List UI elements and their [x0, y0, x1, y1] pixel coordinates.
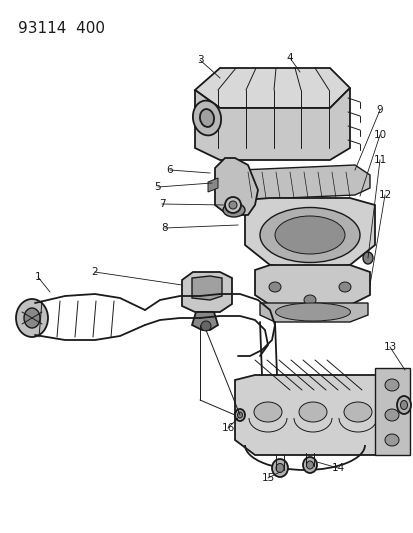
Text: 15: 15 [261, 473, 274, 483]
Ellipse shape [302, 457, 316, 473]
Ellipse shape [362, 252, 372, 264]
Ellipse shape [306, 461, 313, 469]
Text: 10: 10 [373, 130, 386, 140]
Text: 6: 6 [166, 165, 173, 175]
Ellipse shape [228, 201, 236, 209]
Polygon shape [259, 303, 367, 322]
Ellipse shape [275, 464, 283, 472]
Text: 13: 13 [382, 342, 396, 352]
Ellipse shape [343, 402, 371, 422]
Text: 5: 5 [154, 182, 161, 192]
Polygon shape [192, 276, 221, 300]
Ellipse shape [259, 207, 359, 262]
Polygon shape [228, 165, 369, 200]
Ellipse shape [192, 101, 221, 135]
Ellipse shape [201, 321, 211, 331]
Ellipse shape [274, 216, 344, 254]
Ellipse shape [384, 434, 398, 446]
Ellipse shape [223, 203, 244, 217]
Text: 1: 1 [35, 272, 41, 282]
Ellipse shape [16, 299, 48, 337]
Ellipse shape [268, 282, 280, 292]
Ellipse shape [271, 459, 287, 477]
Polygon shape [244, 198, 374, 270]
Ellipse shape [396, 396, 410, 414]
Text: 3: 3 [196, 55, 203, 65]
Polygon shape [195, 68, 349, 108]
Polygon shape [182, 272, 231, 312]
Ellipse shape [254, 402, 281, 422]
Text: 8: 8 [161, 223, 168, 233]
Text: 7: 7 [158, 199, 165, 209]
Text: 93114  400: 93114 400 [18, 20, 105, 36]
Ellipse shape [338, 282, 350, 292]
Polygon shape [207, 178, 218, 192]
Text: 11: 11 [373, 155, 386, 165]
Ellipse shape [303, 295, 315, 305]
Ellipse shape [24, 308, 40, 328]
Polygon shape [235, 375, 409, 455]
Text: 14: 14 [330, 463, 344, 473]
Ellipse shape [384, 409, 398, 421]
Ellipse shape [399, 400, 406, 409]
Polygon shape [214, 158, 257, 215]
Ellipse shape [199, 109, 214, 127]
Polygon shape [195, 88, 349, 160]
Ellipse shape [298, 402, 326, 422]
Text: 9: 9 [376, 105, 382, 115]
Polygon shape [374, 368, 409, 455]
Ellipse shape [275, 303, 350, 321]
Text: 12: 12 [377, 190, 391, 200]
Polygon shape [192, 312, 218, 330]
Polygon shape [254, 265, 369, 305]
Text: 4: 4 [286, 53, 292, 63]
Ellipse shape [224, 197, 240, 213]
Text: 16: 16 [221, 423, 234, 433]
Ellipse shape [384, 379, 398, 391]
Ellipse shape [237, 412, 242, 418]
Ellipse shape [235, 409, 244, 421]
Text: 2: 2 [91, 267, 98, 277]
